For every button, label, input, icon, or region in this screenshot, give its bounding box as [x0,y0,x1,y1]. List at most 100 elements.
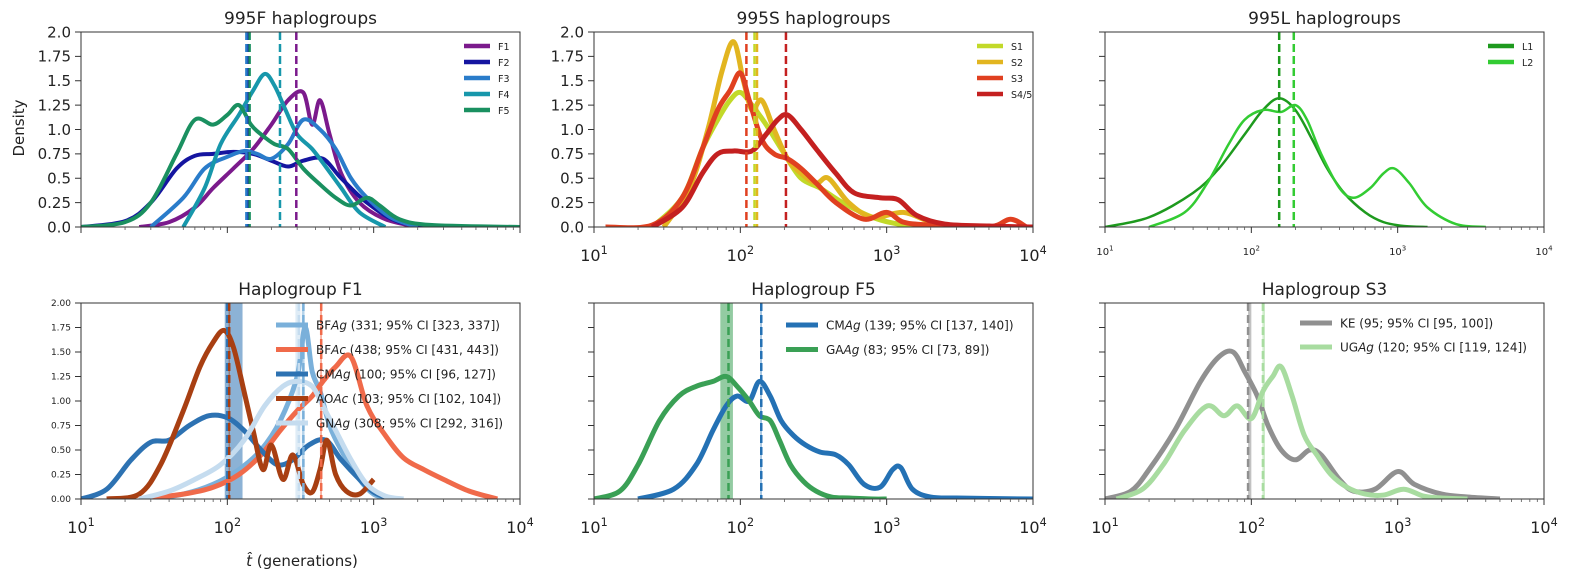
panel-title: 995L haplogroups [1248,9,1401,29]
y-tick-label: 1.75 [38,48,71,66]
legend-label: BFAc (438; 95% CI [431, 443]) [316,343,499,357]
ci-band-2 [720,303,733,499]
panel-title: Haplogroup S3 [1262,280,1388,300]
y-tick-label: 0.50 [51,446,71,456]
y-tick-label: 0.5 [47,170,71,188]
y-tick-label: 0.75 [51,422,71,432]
y-tick-label: 1.50 [51,348,71,358]
y-tick-label: 1.5 [560,72,584,90]
y-tick-label: 0.5 [560,170,584,188]
density-curve-3 [81,412,392,499]
legend: BFAg (331; 95% CI [323, 337]) BFAc (438; … [276,319,503,431]
y-tick-label: 1.00 [51,397,71,407]
y-axis-label: Density [10,99,28,156]
panel-title: 995S haplogroups [737,9,891,29]
legend-label: L1 [1522,42,1533,53]
x-tick-label: 102 [727,244,754,265]
x-tick-label: 103 [1384,516,1411,537]
y-tick-label: 1.75 [51,324,71,334]
y-tick-label: 1.0 [560,121,584,139]
y-tick-label: 1.0 [47,121,71,139]
legend: KE (95; 95% CI [95, 100]) UGAg (120; 95% … [1300,317,1527,355]
x-tick-label: 101 [1096,245,1113,259]
legend-label: AOAc (103; 95% CI [102, 104]) [316,392,501,406]
chart-panel-6: 101 102 103 104 Haplogroup S3 KE (95; 95% CI … [1091,280,1557,537]
plot-frame [593,31,1034,228]
x-tick-label: 103 [873,516,900,537]
legend: CMAg (139; 95% CI [137, 140]) GAAg (83; 9… [786,319,1014,357]
x-tick-label: 103 [1389,245,1406,259]
y-tick-label: 2.00 [51,299,71,309]
density-curve-2 [1115,363,1468,499]
y-tick-label: 0.25 [38,194,71,212]
chart-panel-4: 101 102 103 104 0.00 0.25 0.50 0.75 1.00 1.25 1.50… [51,280,534,537]
plot-frame [80,31,521,228]
legend-label: KE (95; 95% CI [95, 100]) [1340,317,1493,331]
density-curve-1 [637,378,1033,499]
plot-frame [1104,31,1545,228]
density-curve-3 [605,70,1028,227]
y-tick-label: 0.75 [38,145,71,163]
density-curve-2 [594,373,887,499]
density-curve-4 [106,327,376,499]
y-tick-label: 0.75 [551,145,584,163]
legend-label: S1 [1011,42,1023,53]
legend-label: CMAg (100; 95% CI [96, 127]) [316,368,496,382]
y-tick-label: 1.25 [38,96,71,114]
legend-label: CMAg (139; 95% CI [137, 140]) [826,319,1014,333]
x-tick-label: 101 [580,244,607,265]
density-curves [605,39,1033,227]
y-tick-label: 2.0 [47,23,71,41]
y-tick-label: 0.25 [551,194,584,212]
x-tick-label: 103 [873,244,900,265]
x-tick-label: 104 [506,516,533,537]
legend-label: S2 [1011,58,1023,69]
ci-bands [720,303,762,499]
density-curve-2 [138,352,499,499]
x-tick-label: 104 [1530,516,1557,537]
density-curve-5 [138,378,404,499]
ci-band-1 [1248,303,1252,499]
legend-label: F3 [498,74,510,85]
legend: F1 F2 F3 F4 F5 [464,42,510,117]
legend-label: S3 [1011,74,1023,85]
y-tick-label: 1.5 [47,72,71,90]
chart-panel-5: 101 102 103 104 Haplogroup F5 CMAg (139; 95% … [580,280,1046,537]
x-tick-label: 101 [580,516,607,537]
density-curves [1105,348,1501,499]
x-tick-label: 102 [1238,516,1265,537]
panel-title: Haplogroup F5 [751,280,876,300]
legend-label: S4/5 [1011,90,1032,101]
density-curve-5 [81,102,520,227]
density-curves [81,71,520,227]
density-curve-4 [650,111,1033,227]
legend-label: F5 [498,106,510,117]
y-tick-label: 0.00 [51,495,71,505]
legend-label: BFAg (331; 95% CI [323, 337]) [316,319,500,333]
legend: S1 S2 S3 S4/5 [977,42,1032,101]
x-tick-label: 101 [1091,516,1118,537]
density-curve-1 [1105,97,1428,227]
x-tick-label: 104 [1019,516,1046,537]
density-curve-1 [1105,348,1501,499]
density-curves [1105,97,1486,227]
y-tick-label: 1.75 [551,48,584,66]
y-tick-label: 0.25 [51,471,71,481]
y-tick-label: 0.0 [560,218,584,236]
legend-label: L2 [1522,58,1533,69]
x-tick-label: 104 [1535,245,1553,259]
chart-panel-2: 101 102 103 104 0.0 0.25 0.5 0.75 1.0 1.25 1.5 1.75… [551,9,1047,265]
legend-label: F2 [498,58,510,69]
y-tick-label: 1.25 [551,96,584,114]
x-tick-label: 102 [214,516,241,537]
x-tick-label: 103 [360,516,387,537]
x-axis-label: t̂ (generations) [246,551,358,570]
legend-label: GAAg (83; 95% CI [73, 89]) [826,343,989,357]
x-tick-label: 102 [727,516,754,537]
x-tick-label: 101 [67,516,94,537]
legend-label: F1 [498,42,510,53]
legend-label: GNAg (308; 95% CI [292, 316]) [316,417,503,431]
